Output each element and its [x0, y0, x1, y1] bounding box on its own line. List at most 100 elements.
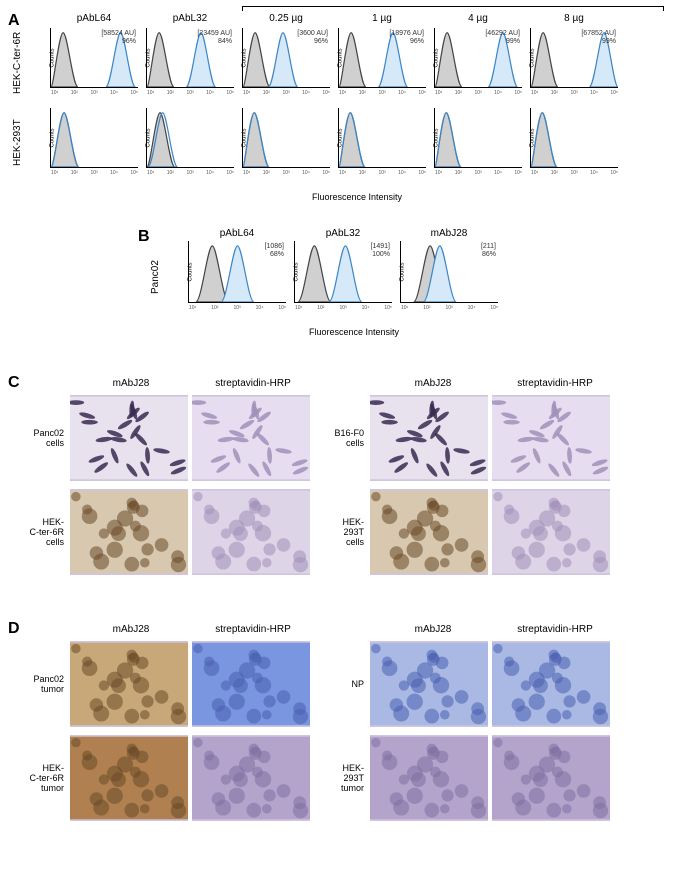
y-label: Counts: [50, 48, 56, 67]
histogram-annotation: [67852 AU]99%: [581, 30, 616, 45]
col-header: 0.25 µg: [238, 13, 334, 24]
panel-d: D mAbJ28 streptavidin-HRP mAbJ28 strepta…: [12, 624, 662, 823]
col-header: streptavidin-HRP: [192, 378, 314, 389]
micrograph: [192, 735, 310, 821]
y-label: Counts: [146, 128, 152, 147]
col-header: pAbL64: [184, 228, 290, 239]
flow-histogram: [58524 AU]96%10¹10²10³10⁴10⁵Counts: [50, 28, 138, 88]
x-ticks: 10¹10²10³10⁴10⁵: [531, 90, 618, 96]
flow-histogram: [3600 AU]96%10¹10²10³10⁴10⁵Counts: [242, 28, 330, 88]
flow-histogram: [1491]100%10¹10²10³10⁴10⁵Counts: [294, 241, 392, 303]
x-ticks: 10¹10²10³10⁴10⁵: [339, 90, 426, 96]
row-label: HEK- C-ter-6R tumor: [12, 763, 68, 793]
y-label: Counts: [188, 262, 194, 281]
row-label: Panc02 cells: [12, 428, 68, 448]
x-ticks: 10¹10²10³10⁴10⁵: [189, 305, 286, 311]
micrograph: [70, 735, 188, 821]
flow-histogram: [18976 AU]96%10¹10²10³10⁴10⁵Counts: [338, 28, 426, 88]
row-label: Panc02: [150, 245, 164, 309]
row-label: B16-F0 cells: [312, 428, 368, 448]
flow-histogram: 10¹10²10³10⁴10⁵Counts: [242, 108, 330, 168]
col-header: streptavidin-HRP: [192, 624, 314, 635]
y-label: Counts: [242, 48, 248, 67]
micrograph: [492, 395, 610, 481]
histogram-annotation: [23459 AU]84%: [197, 30, 232, 45]
x-ticks: 10¹10²10³10⁴10⁵: [295, 305, 392, 311]
y-label: Counts: [294, 262, 300, 281]
micrograph: [70, 395, 188, 481]
x-ticks: 10¹10²10³10⁴10⁵: [339, 170, 426, 176]
micrograph: [192, 489, 310, 575]
row-label: NP: [312, 679, 368, 689]
row-label: HEK-293T: [12, 111, 26, 175]
x-ticks: 10¹10²10³10⁴10⁵: [531, 170, 618, 176]
row-label: Panc02 tumor: [12, 674, 68, 694]
group-header: mAbJ28: [238, 0, 668, 3]
x-ticks: 10¹10²10³10⁴10⁵: [243, 170, 330, 176]
micrograph: [192, 395, 310, 481]
x-axis-label: Fluorescence Intensity: [184, 327, 524, 337]
row-label: HEK- 293T cells: [312, 517, 368, 547]
row-label: HEK- C-ter-6R cells: [12, 517, 68, 547]
row-label: HEK-C-ter-6R: [12, 31, 26, 95]
flow-histogram: 10¹10²10³10⁴10⁵Counts: [50, 108, 138, 168]
y-label: Counts: [530, 128, 536, 147]
y-label: Counts: [50, 128, 56, 147]
x-ticks: 10¹10²10³10⁴10⁵: [435, 170, 522, 176]
flow-histogram: [1086]68%10¹10²10³10⁴10⁵Counts: [188, 241, 286, 303]
histogram-annotation: [46292 AU]99%: [485, 30, 520, 45]
panel-a: A pAbL64 pAbL32 mAbJ28 0.25 µg 1 µg 4 µg…: [12, 6, 668, 202]
x-ticks: 10¹10²10³10⁴10⁵: [147, 170, 234, 176]
col-header: 1 µg: [334, 13, 430, 24]
y-label: Counts: [338, 48, 344, 67]
col-header: mAbJ28: [70, 624, 192, 635]
panel-d-label: D: [8, 620, 20, 638]
panel-b-label: B: [138, 228, 150, 246]
col-header: mAbJ28: [372, 378, 494, 389]
micrograph: [370, 395, 488, 481]
col-header: 4 µg: [430, 13, 526, 24]
x-ticks: 10¹10²10³10⁴10⁵: [51, 90, 138, 96]
y-label: Counts: [146, 48, 152, 67]
flow-histogram: [67852 AU]99%10¹10²10³10⁴10⁵Counts: [530, 28, 618, 88]
x-ticks: 10¹10²10³10⁴10⁵: [401, 305, 498, 311]
micrograph: [492, 641, 610, 727]
panel-b: B pAbL64 pAbL32 mAbJ28 Panc02 [1086]68%1…: [150, 228, 524, 337]
micrograph: [492, 735, 610, 821]
micrograph: [192, 641, 310, 727]
x-ticks: 10¹10²10³10⁴10⁵: [243, 90, 330, 96]
flow-histogram: [46292 AU]99%10¹10²10³10⁴10⁵Counts: [434, 28, 522, 88]
col-header: mAbJ28: [70, 378, 192, 389]
group-bracket: [242, 6, 664, 11]
col-header: pAbL32: [290, 228, 396, 239]
x-ticks: 10¹10²10³10⁴10⁵: [435, 90, 522, 96]
flow-histogram: 10¹10²10³10⁴10⁵Counts: [434, 108, 522, 168]
flow-histogram: [23459 AU]84%10¹10²10³10⁴10⁵Counts: [146, 28, 234, 88]
x-ticks: 10¹10²10³10⁴10⁵: [51, 170, 138, 176]
micrograph: [370, 735, 488, 821]
micrograph: [70, 641, 188, 727]
flow-histogram: 10¹10²10³10⁴10⁵Counts: [338, 108, 426, 168]
x-ticks: 10¹10²10³10⁴10⁵: [147, 90, 234, 96]
y-label: Counts: [400, 262, 406, 281]
col-header: mAbJ28: [396, 228, 502, 239]
y-label: Counts: [242, 128, 248, 147]
col-header: streptavidin-HRP: [494, 624, 616, 635]
flow-histogram: [211]86%10¹10²10³10⁴10⁵Counts: [400, 241, 498, 303]
histogram-annotation: [1491]100%: [371, 243, 390, 258]
panel-c: C mAbJ28 streptavidin-HRP mAbJ28 strepta…: [12, 378, 662, 577]
micrograph: [492, 489, 610, 575]
micrograph: [370, 489, 488, 575]
col-header: streptavidin-HRP: [494, 378, 616, 389]
histogram-annotation: [3600 AU]96%: [297, 30, 328, 45]
histogram-annotation: [58524 AU]96%: [101, 30, 136, 45]
flow-histogram: 10¹10²10³10⁴10⁵Counts: [146, 108, 234, 168]
y-label: Counts: [434, 128, 440, 147]
row-label: HEK- 293T tumor: [312, 763, 368, 793]
histogram-annotation: [211]86%: [481, 243, 496, 258]
micrograph: [70, 489, 188, 575]
micrograph: [370, 641, 488, 727]
panel-c-label: C: [8, 374, 20, 392]
col-header: mAbJ28: [372, 624, 494, 635]
col-header: pAbL64: [46, 13, 142, 24]
